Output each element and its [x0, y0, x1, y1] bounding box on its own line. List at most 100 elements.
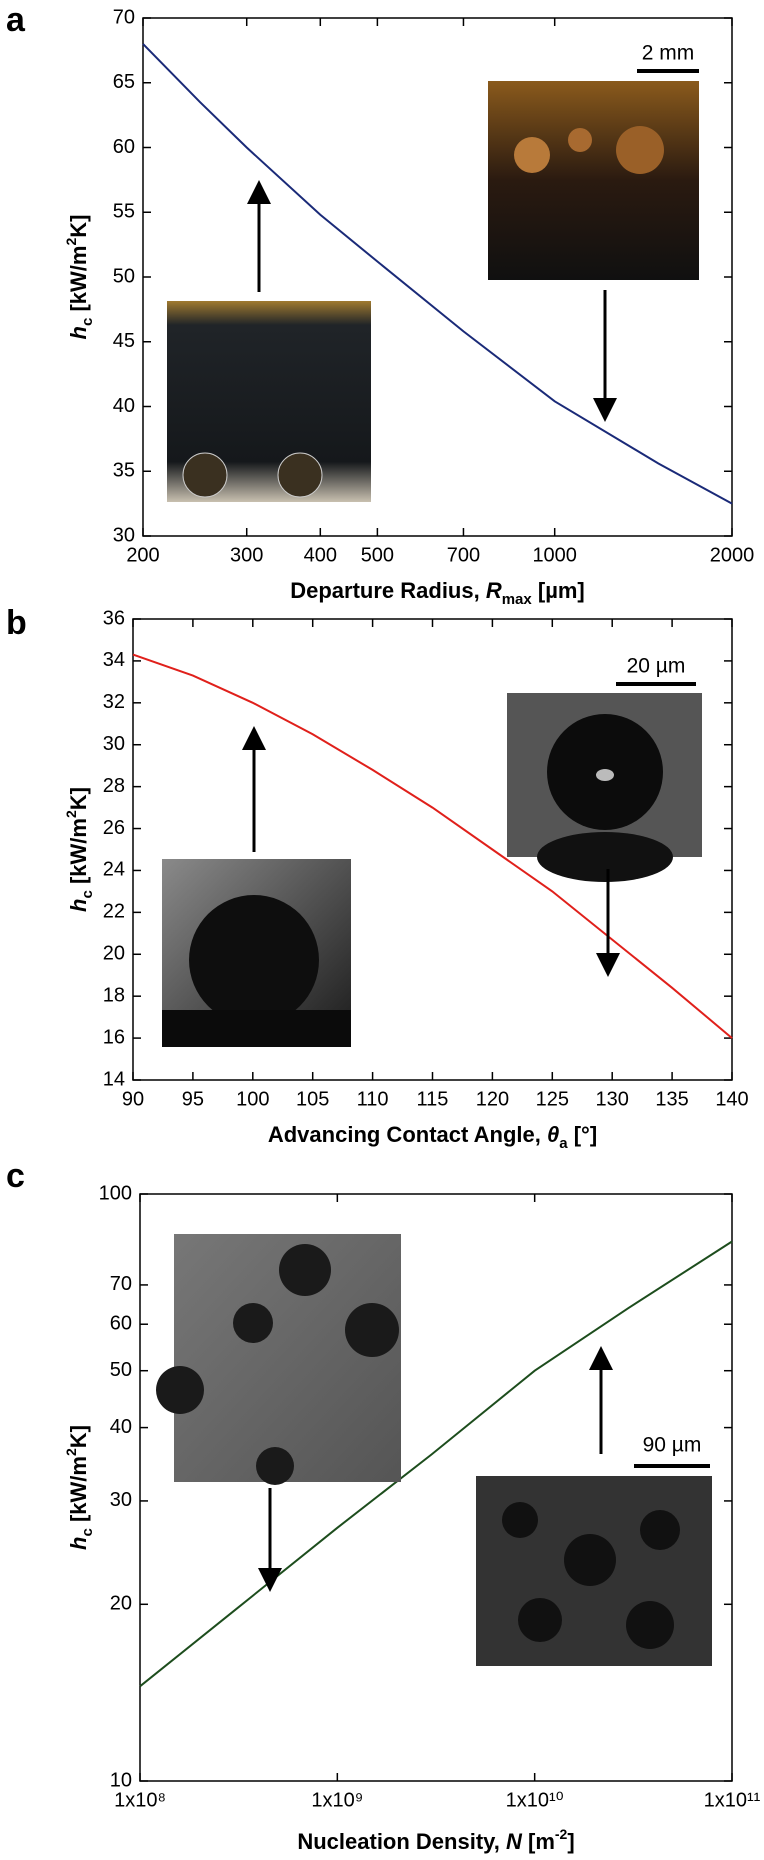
plot-frame	[142, 17, 733, 537]
panel-label: a	[6, 1, 26, 39]
panel-label: c	[6, 1157, 25, 1195]
label-part: θ	[547, 1122, 559, 1147]
y-tick-label: 18	[103, 984, 125, 1006]
label-part: [kW/m	[66, 818, 91, 890]
label-part: K]	[66, 215, 91, 238]
y-tick-label: 60	[113, 136, 135, 158]
y-tick-label: 20	[110, 1593, 132, 1615]
x-tick-label: 400	[304, 544, 337, 566]
y-tick-label: 65	[113, 71, 135, 93]
y-tick-label: 10	[110, 1769, 132, 1791]
y-tick-label: 24	[103, 859, 125, 881]
droplet	[616, 126, 664, 174]
y-tick-label: 40	[113, 395, 135, 417]
x-tick-label: 115	[417, 1088, 449, 1110]
label-part: h	[66, 326, 91, 339]
label-part: ]	[567, 1829, 574, 1854]
y-tick-label: 16	[103, 1026, 125, 1048]
x-tick-label: 140	[715, 1088, 748, 1110]
panel-label: b	[6, 604, 27, 642]
substrate	[537, 832, 673, 882]
scale-label: 20 µm	[627, 655, 686, 678]
y-tick-label: 26	[103, 817, 125, 839]
y-tick-label: 14	[103, 1068, 125, 1090]
x-tick-label: 1x10⁹	[311, 1789, 363, 1811]
y-tick-label: 55	[113, 201, 135, 223]
droplet	[518, 1598, 562, 1642]
x-tick-label: 700	[447, 544, 480, 566]
droplet	[182, 452, 228, 498]
label-part: a	[559, 1135, 568, 1152]
label-part: [kW/m	[66, 246, 91, 318]
droplet	[640, 1510, 680, 1550]
y-tick-label: 70	[110, 1273, 132, 1295]
y-tick-label: 32	[103, 691, 125, 713]
droplet	[277, 452, 323, 498]
label-part: K]	[66, 787, 91, 810]
y-tick-label: 50	[110, 1359, 132, 1381]
x-tick-label: 90	[122, 1088, 144, 1110]
y-tick-label: 70	[113, 6, 135, 28]
y-axis-label: hc [kW/m2K]	[63, 1425, 97, 1550]
overlay: 2 mm 20 µm 90 µm	[156, 42, 712, 1666]
label-part: h	[66, 1537, 91, 1550]
x-tick-label: 500	[361, 544, 394, 566]
data-line	[142, 43, 733, 505]
label-part: h	[66, 899, 91, 912]
droplet	[279, 1244, 331, 1296]
label-part: c	[79, 318, 96, 326]
x-tick-label: 200	[126, 544, 159, 566]
x-tick-label: 300	[230, 544, 263, 566]
x-tick-label: 100	[236, 1088, 269, 1110]
droplet	[233, 1303, 273, 1343]
x-axis-label: Nucleation Density, N [m-2]	[297, 1826, 574, 1854]
plot-frame	[139, 1193, 733, 1782]
label-part: 2	[63, 810, 79, 818]
label-part: Nucleation Density,	[297, 1829, 506, 1854]
label-part: K]	[66, 1425, 91, 1448]
highlight	[596, 769, 614, 781]
droplet	[564, 1534, 616, 1586]
label-part: Advancing Contact Angle,	[268, 1122, 547, 1147]
x-tick-label: 125	[536, 1088, 569, 1110]
label-part: max	[502, 591, 533, 608]
substrate	[162, 1010, 351, 1047]
label-part: c	[79, 890, 96, 898]
label-part: R	[486, 578, 502, 603]
label-part: [µm]	[532, 578, 585, 603]
x-tick-label: 2000	[710, 544, 755, 566]
x-tick-label: 135	[655, 1088, 688, 1110]
y-axis-label: hc [kW/m2K]	[63, 787, 97, 912]
label-part: Departure Radius,	[290, 578, 486, 603]
y-tick-label: 30	[103, 733, 125, 755]
x-tick-label: 1x10¹⁰	[506, 1789, 564, 1811]
data-line	[132, 653, 733, 1039]
scale-label: 2 mm	[642, 42, 695, 65]
x-tick-label: 95	[182, 1088, 204, 1110]
y-tick-label: 22	[103, 901, 125, 923]
x-tick-label: 130	[596, 1088, 629, 1110]
y-tick-label: 34	[103, 649, 125, 671]
y-tick-label: 28	[103, 775, 125, 797]
x-tick-label: 1000	[532, 544, 577, 566]
x-tick-label: 105	[296, 1088, 329, 1110]
droplet	[626, 1601, 674, 1649]
droplet	[345, 1303, 399, 1357]
x-axis-label: Departure Radius, Rmax [µm]	[290, 578, 585, 609]
plot-frame	[132, 618, 733, 1081]
y-tick-label: 36	[103, 607, 125, 629]
y-axis-label: hc [kW/m2K]	[63, 215, 97, 340]
label-part: 2	[63, 1448, 79, 1456]
droplet	[256, 1447, 294, 1485]
y-tick-label: 30	[110, 1489, 132, 1511]
droplet	[568, 128, 592, 152]
droplet	[156, 1366, 204, 1414]
data-line	[139, 1240, 733, 1688]
droplet	[502, 1502, 538, 1538]
label-part: N	[506, 1829, 523, 1854]
droplet	[189, 895, 319, 1025]
y-tick-label: 60	[110, 1313, 132, 1335]
label-part: [kW/m	[66, 1456, 91, 1528]
